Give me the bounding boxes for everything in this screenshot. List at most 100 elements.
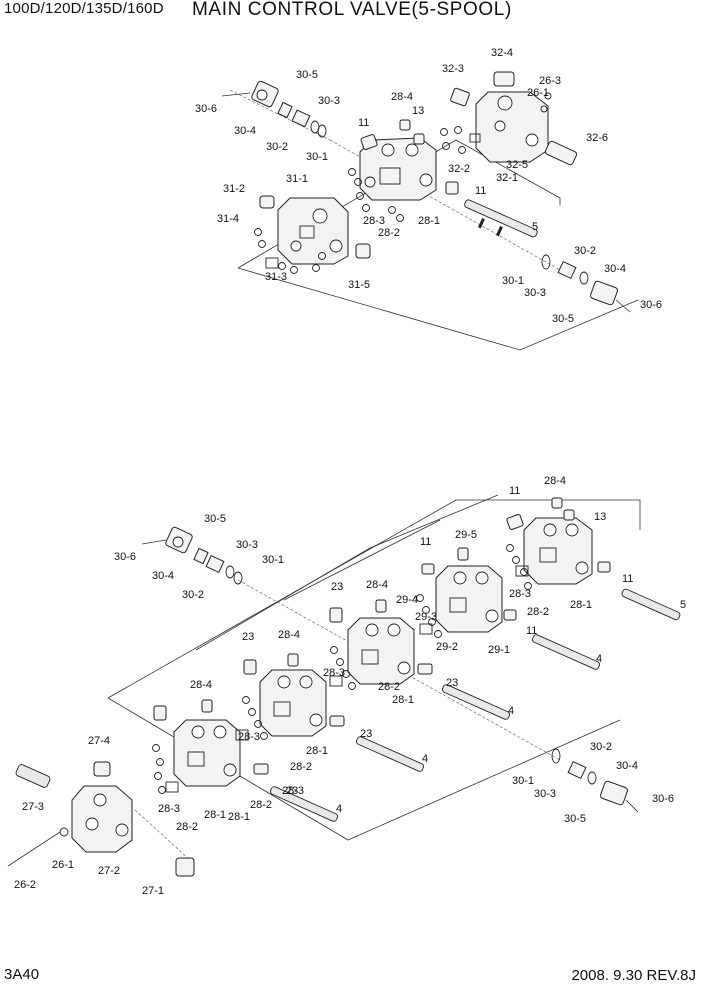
callout: 30-4 (152, 570, 174, 582)
callout: 31-2 (223, 183, 245, 195)
callout: 27-3 (22, 801, 44, 813)
callout: 4 (336, 803, 342, 815)
callout: 30-1 (502, 275, 524, 287)
callout: 28-4 (391, 91, 413, 103)
valve-section-2 (421, 547, 517, 633)
valve-section-1 (506, 497, 611, 585)
outlet-section-top (259, 195, 371, 269)
callout: 23 (360, 728, 372, 740)
callout: 4 (596, 653, 602, 665)
callout: 27-1 (142, 885, 164, 897)
callout: 23 (331, 581, 343, 593)
end-cap-assembly-right-bottom (551, 748, 639, 813)
callout: 28-2 (176, 821, 198, 833)
callout: 30-4 (616, 760, 638, 772)
end-cap-assembly-left-bottom (141, 526, 243, 585)
revision-date: 2008. 9.30 REV.8J (571, 967, 696, 984)
callout: 30-1 (512, 775, 534, 787)
callout: 30-3 (318, 95, 340, 107)
callout: 28-3 (238, 731, 260, 743)
callout: 28-2 (527, 606, 549, 618)
callout: 32-3 (442, 63, 464, 75)
callout: 32-1 (496, 172, 518, 184)
end-cap-assembly-right-top (541, 254, 631, 313)
callout: 31-4 (217, 213, 239, 225)
callout: 28-4 (544, 475, 566, 487)
spool-5-top (464, 199, 538, 238)
callouts-top: 30-5 30-6 30-3 30-4 30-2 30-1 28-4 13 11… (195, 47, 662, 325)
callout: 32-2 (448, 163, 470, 175)
callout: 28-3 (158, 803, 180, 815)
callout: 5 (680, 599, 686, 611)
end-cap-assembly-left-top (221, 80, 327, 138)
callout: 28-1 (392, 694, 414, 706)
callout: 4 (508, 705, 514, 717)
callout: 11 (509, 485, 520, 497)
callout: 32-6 (586, 132, 608, 144)
inlet-housing-bottom (7, 761, 195, 877)
valve-section-3 (329, 599, 433, 685)
callout: 30-4 (234, 125, 256, 137)
inlet-housing-top (450, 71, 578, 166)
callout: 28-1 (418, 215, 440, 227)
callout: 30-5 (564, 813, 586, 825)
callout: 11 (358, 117, 369, 129)
callout: 29-5 (455, 529, 477, 541)
callout: 28-3 (363, 215, 385, 227)
callout: 29-4 (396, 594, 418, 606)
callout: 27-4 (88, 735, 110, 747)
callout: 28-2 (290, 761, 312, 773)
callout: 30-6 (195, 103, 217, 115)
callout: 23 (286, 785, 298, 797)
callout: 30-1 (306, 151, 328, 163)
callout: 28-2 (378, 227, 400, 239)
callout: 28-4 (278, 629, 300, 641)
callout: 29-2 (436, 641, 458, 653)
callout: 28-1 (228, 811, 250, 823)
callout: 27-2 (98, 865, 120, 877)
callout: 28-1 (570, 599, 592, 611)
callout: 26-3 (539, 75, 561, 87)
callout: 26-1 (527, 87, 549, 99)
callout: 23 (446, 677, 458, 689)
callouts-bottom: 11 28-4 13 30-5 30-3 30-1 30-6 30-4 30-2… (14, 475, 686, 897)
callout: 30-3 (236, 539, 258, 551)
page-number: 3A40 (4, 966, 40, 983)
callout: 28-1 (306, 745, 328, 757)
callout: 30-6 (652, 793, 674, 805)
callout: 23 (242, 631, 254, 643)
callout: 13 (594, 511, 606, 523)
diagram-title: MAIN CONTROL VALVE(5-SPOOL) (192, 0, 512, 20)
spool-set-bottom (269, 588, 681, 822)
callout: 31-1 (286, 173, 308, 185)
callout: 32-5 (506, 159, 528, 171)
seal-ring-clusters-top (254, 119, 481, 274)
top-assembly: 30-5 30-6 30-3 30-4 30-2 30-1 28-4 13 11… (195, 47, 662, 351)
callout: 30-6 (114, 551, 136, 563)
callout: 28-4 (366, 579, 388, 591)
valve-section-5 (153, 699, 269, 787)
callout: 30-6 (640, 299, 662, 311)
seal-ring-clusters-bottom (152, 544, 532, 794)
callout: 29-1 (488, 644, 510, 656)
callout: 30-2 (590, 741, 612, 753)
callout: 13 (412, 105, 424, 117)
bottom-assembly: 11 28-4 13 30-5 30-3 30-1 30-6 30-4 30-2… (7, 475, 686, 897)
callout: 28-4 (190, 679, 212, 691)
callout: 30-2 (182, 589, 204, 601)
callout: 30-5 (296, 69, 318, 81)
callout: 28-2 (378, 681, 400, 693)
callout: 26-1 (52, 859, 74, 871)
callout: 30-3 (524, 287, 546, 299)
callout: 11 (420, 536, 431, 548)
callout: 31-5 (348, 279, 370, 291)
callout: 4 (422, 753, 428, 765)
callout: 29-3 (415, 611, 437, 623)
callout: 28-3 (282, 785, 304, 797)
callout: 30-4 (604, 263, 626, 275)
callout: 31-3 (265, 271, 287, 283)
callout: 30-3 (534, 788, 556, 800)
callout: 26-2 (14, 879, 36, 891)
callout: 32-4 (491, 47, 513, 59)
